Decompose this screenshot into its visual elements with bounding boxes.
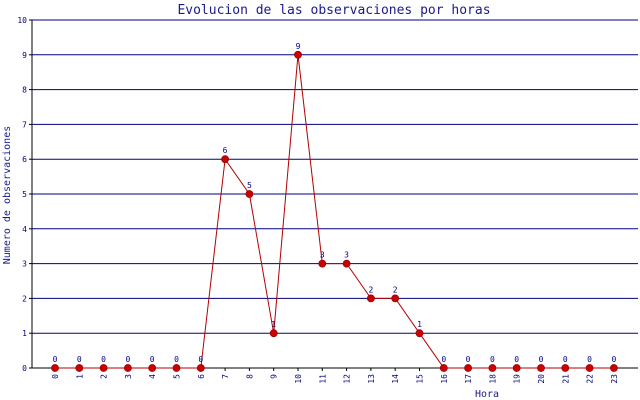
data-labels: 0 0 0 0 0 0 0 6 5 1 9 3 3 2 2 1 0 0 0 0 0 0 0 0 xyxy=(53,42,617,364)
data-point xyxy=(464,364,472,372)
x-tick-label: 7 xyxy=(221,374,230,379)
data-point xyxy=(196,364,205,372)
data-point xyxy=(318,259,327,268)
data-point xyxy=(269,329,278,338)
data-point xyxy=(512,364,521,372)
x-tick-label: 21 xyxy=(561,374,570,384)
data-label: 0 xyxy=(174,355,179,364)
x-tick-label: 14 xyxy=(391,374,400,384)
data-label: 2 xyxy=(368,285,373,294)
chart-title: Evolucion de las observaciones por horas xyxy=(177,3,490,18)
data-label: 6 xyxy=(223,146,228,155)
series-line xyxy=(55,54,614,369)
data-point xyxy=(294,50,302,59)
y-tick-label: 7 xyxy=(22,120,27,129)
series-layer xyxy=(51,50,618,372)
x-tick-label: 12 xyxy=(343,374,352,384)
data-label: 0 xyxy=(490,355,495,364)
data-point xyxy=(124,364,132,372)
y-tick-label: 4 xyxy=(22,225,27,234)
data-point xyxy=(148,364,157,372)
data-label: 0 xyxy=(514,355,519,364)
data-label: 1 xyxy=(271,320,276,329)
axis-layer xyxy=(29,19,638,371)
y-axis-label: Numero de observaciones xyxy=(2,126,13,264)
data-point xyxy=(172,364,181,372)
data-point xyxy=(99,364,108,372)
data-point xyxy=(342,259,351,268)
data-point xyxy=(415,329,424,338)
data-label: 1 xyxy=(417,320,422,329)
x-tick-label: 13 xyxy=(367,374,376,384)
data-point xyxy=(537,364,545,372)
x-tick-label: 4 xyxy=(148,374,157,379)
data-label: 9 xyxy=(296,42,301,51)
x-tick-label: 3 xyxy=(124,374,133,379)
data-point xyxy=(610,364,618,372)
data-point xyxy=(488,364,497,372)
y-tick-label: 9 xyxy=(22,51,27,60)
data-label: 0 xyxy=(77,355,82,364)
y-tick-label: 2 xyxy=(22,294,27,303)
x-tick-label: 16 xyxy=(440,374,449,384)
data-label: 2 xyxy=(393,285,398,294)
y-tick-label: 8 xyxy=(22,86,27,95)
x-tick-label: 0 xyxy=(51,374,60,379)
data-point xyxy=(221,155,229,164)
data-label: 0 xyxy=(125,355,130,364)
data-point xyxy=(75,364,84,372)
data-label: 0 xyxy=(539,355,544,364)
x-tick-label: 17 xyxy=(464,374,473,384)
x-tick-label: 9 xyxy=(270,374,279,379)
x-tick-label: 11 xyxy=(318,374,327,384)
data-label: 0 xyxy=(101,355,106,364)
x-tick-label: 18 xyxy=(488,374,497,384)
data-point xyxy=(391,294,400,303)
data-label: 0 xyxy=(466,355,471,364)
data-point xyxy=(51,364,59,372)
data-point xyxy=(366,294,375,303)
x-tick-label: 1 xyxy=(75,374,84,379)
x-tick-label: 10 xyxy=(294,374,303,384)
y-tick-label: 5 xyxy=(22,190,27,199)
data-label: 0 xyxy=(441,355,446,364)
x-tick-label: 20 xyxy=(537,374,546,384)
data-point xyxy=(585,364,594,372)
data-label: 0 xyxy=(563,355,568,364)
data-label: 0 xyxy=(53,355,58,364)
x-tick-label: 2 xyxy=(100,374,109,379)
x-tick-label: 19 xyxy=(513,374,522,384)
x-tick-labels: 0 1 2 3 4 5 6 7 8 9 10 11 12 13 14 15 16 17 18 19 20 21 22 23 xyxy=(51,374,619,384)
data-label: 3 xyxy=(320,251,325,260)
data-point xyxy=(245,190,254,198)
y-tick-label: 3 xyxy=(22,260,27,269)
data-label: 0 xyxy=(587,355,592,364)
y-tick-label: 0 xyxy=(22,364,27,373)
x-tick-label: 8 xyxy=(245,374,254,379)
y-tick-label: 6 xyxy=(22,155,27,164)
x-axis-label: Hora xyxy=(475,389,499,400)
x-tick-label: 15 xyxy=(416,374,425,384)
data-label: 5 xyxy=(247,181,252,190)
y-tick-label: 1 xyxy=(22,329,27,338)
data-label: 0 xyxy=(198,355,203,364)
x-tick-label: 6 xyxy=(197,374,206,379)
data-label: 0 xyxy=(611,355,616,364)
x-tick-label: 23 xyxy=(610,374,619,384)
x-tick-label: 5 xyxy=(173,374,182,379)
grid-layer xyxy=(32,19,638,334)
x-tick-label: 22 xyxy=(586,374,595,384)
data-point xyxy=(439,364,448,372)
y-tick-label: 10 xyxy=(17,16,27,25)
data-label: 0 xyxy=(150,355,155,364)
y-tick-labels: 0 1 2 3 4 5 6 7 8 9 10 xyxy=(17,16,27,373)
data-label: 3 xyxy=(344,251,349,260)
data-point xyxy=(561,364,570,372)
